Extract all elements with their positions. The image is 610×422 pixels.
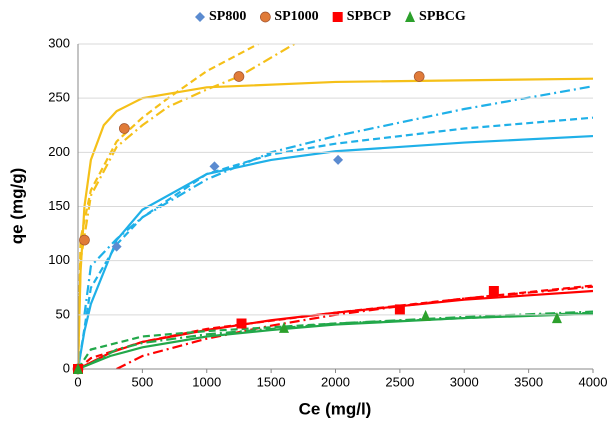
marker: [551, 312, 562, 324]
marker: [279, 321, 289, 333]
marker: [79, 234, 90, 246]
y-tick-label: 150: [48, 198, 70, 213]
x-tick-label: 4000: [579, 374, 608, 389]
marker: [333, 154, 344, 165]
x-tick-label: 0: [74, 374, 81, 389]
y-tick-label: 100: [48, 252, 70, 267]
marker: [488, 286, 499, 296]
y-axis-title: qe (mg/g): [7, 168, 26, 245]
y-tick-label: 250: [48, 90, 70, 105]
fit-line: [78, 44, 259, 369]
fit-line: [116, 285, 593, 369]
marker: [420, 309, 431, 321]
legend-marker: [332, 12, 343, 22]
y-tick-label: 300: [48, 35, 70, 50]
legend-marker: [195, 12, 205, 22]
fit-line: [83, 85, 593, 315]
y-tick-label: 0: [63, 360, 70, 375]
marker: [73, 363, 83, 374]
fit-line: [78, 311, 593, 369]
fit-line: [90, 310, 593, 365]
x-tick-label: 1500: [257, 374, 286, 389]
marker: [111, 241, 122, 252]
legend-marker: [259, 11, 271, 23]
y-tick-label: 200: [48, 144, 70, 159]
legend-text: SP800: [209, 9, 246, 24]
x-axis-title: Ce (mg/l): [299, 399, 372, 418]
marker: [209, 161, 220, 172]
marker: [118, 123, 130, 134]
marker: [233, 71, 245, 82]
marker: [394, 304, 405, 315]
fit-line: [78, 116, 593, 369]
x-tick-label: 2000: [321, 374, 350, 389]
x-tick-label: 500: [132, 374, 154, 389]
fit-line: [78, 44, 295, 369]
x-tick-label: 2500: [385, 374, 414, 389]
legend-text: SP1000: [274, 9, 318, 24]
x-tick-label: 3000: [450, 374, 479, 389]
y-tick-label: 50: [56, 306, 70, 321]
fit-line: [78, 289, 593, 369]
legend-marker: [405, 11, 416, 22]
fit-line: [78, 134, 593, 369]
fit-line: [78, 284, 593, 369]
x-tick-label: 1000: [192, 374, 221, 389]
marker: [413, 71, 425, 82]
legend-text: SPBCP: [347, 9, 392, 24]
fit-lines: [78, 44, 593, 369]
marker: [236, 318, 247, 329]
x-tick-label: 3500: [514, 374, 543, 389]
legend-text: SPBCG: [419, 9, 466, 24]
